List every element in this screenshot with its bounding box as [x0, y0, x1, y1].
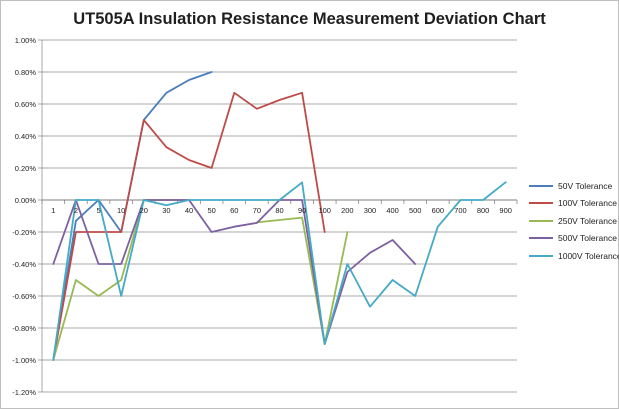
legend-label: 50V Tolerance [558, 180, 613, 191]
legend-swatch [529, 219, 553, 222]
x-tick-label: 30 [162, 206, 170, 215]
y-tick-label: 0.80% [15, 68, 37, 77]
legend-item: 1000V Tolerance [529, 248, 619, 263]
y-tick-label: 1.00% [15, 36, 37, 45]
legend-label: 1000V Tolerance [558, 250, 619, 261]
series-line [52, 91, 326, 361]
x-tick-label: 900 [499, 206, 512, 215]
x-tick-label: 200 [341, 206, 354, 215]
series-line [52, 181, 507, 361]
series-100v-tolerance [52, 91, 326, 361]
x-tick-label: 50 [207, 206, 215, 215]
legend-item: 100V Tolerance [529, 196, 617, 211]
series-line [255, 216, 349, 345]
x-tick-label: 5 [96, 206, 100, 215]
x-tick-label: 80 [275, 206, 283, 215]
x-tick-label: 40 [185, 206, 193, 215]
legend-swatch [529, 254, 553, 257]
legend-swatch [529, 202, 553, 204]
legend-label: 100V Tolerance [558, 198, 617, 208]
x-tick-label: 100 [318, 206, 331, 215]
series-line [52, 199, 190, 361]
series-250v-tolerance [52, 199, 349, 361]
y-tick-label: 0.40% [15, 132, 37, 141]
x-tick-label: 1 [51, 206, 55, 215]
x-tick-label: 800 [477, 206, 490, 215]
chart-legend: 50V Tolerance 100V Tolerance 250V Toleranc… [529, 178, 619, 266]
y-tick-label: -0.80% [12, 324, 36, 333]
legend-label: 500V Tolerance [558, 233, 617, 243]
x-tick-label: 500 [409, 206, 422, 215]
y-tick-label: 0.00% [15, 196, 37, 205]
series-line [52, 71, 213, 361]
x-tick-label: 20 [140, 206, 148, 215]
x-tick-label: 300 [364, 206, 377, 215]
series-500v-tolerance [52, 199, 417, 345]
x-tick-label: 60 [230, 206, 238, 215]
y-tick-label: -0.40% [12, 260, 36, 269]
y-tick-label: -1.00% [12, 356, 36, 365]
legend-swatch [529, 184, 553, 187]
y-tick-label: 0.20% [15, 164, 37, 173]
legend-item: 500V Tolerance [529, 231, 617, 246]
legend-label: 250V Tolerance [558, 215, 617, 226]
x-tick-label: 2 [74, 206, 78, 215]
y-tick-label: -0.20% [12, 228, 36, 237]
series-50v-tolerance [52, 71, 213, 361]
chart-title: UT505A Insulation Resistance Measurement… [73, 10, 546, 28]
legend-item: 50V Tolerance [529, 178, 617, 193]
x-tick-label: 400 [386, 206, 399, 215]
x-tick-label: 90 [298, 206, 306, 215]
y-tick-label: -0.60% [12, 292, 36, 301]
y-tick-label: 0.60% [15, 100, 37, 109]
series-1000v-tolerance [52, 181, 507, 361]
legend-swatch [529, 237, 553, 239]
x-tick-label: 600 [432, 206, 445, 215]
y-tick-label: -1.20% [12, 388, 36, 397]
legend-item: 250V Tolerance [529, 213, 617, 228]
x-tick-label: 10 [117, 206, 125, 215]
series-line [52, 199, 417, 345]
x-tick-label: 700 [454, 206, 467, 215]
x-tick-label: 70 [253, 206, 261, 215]
